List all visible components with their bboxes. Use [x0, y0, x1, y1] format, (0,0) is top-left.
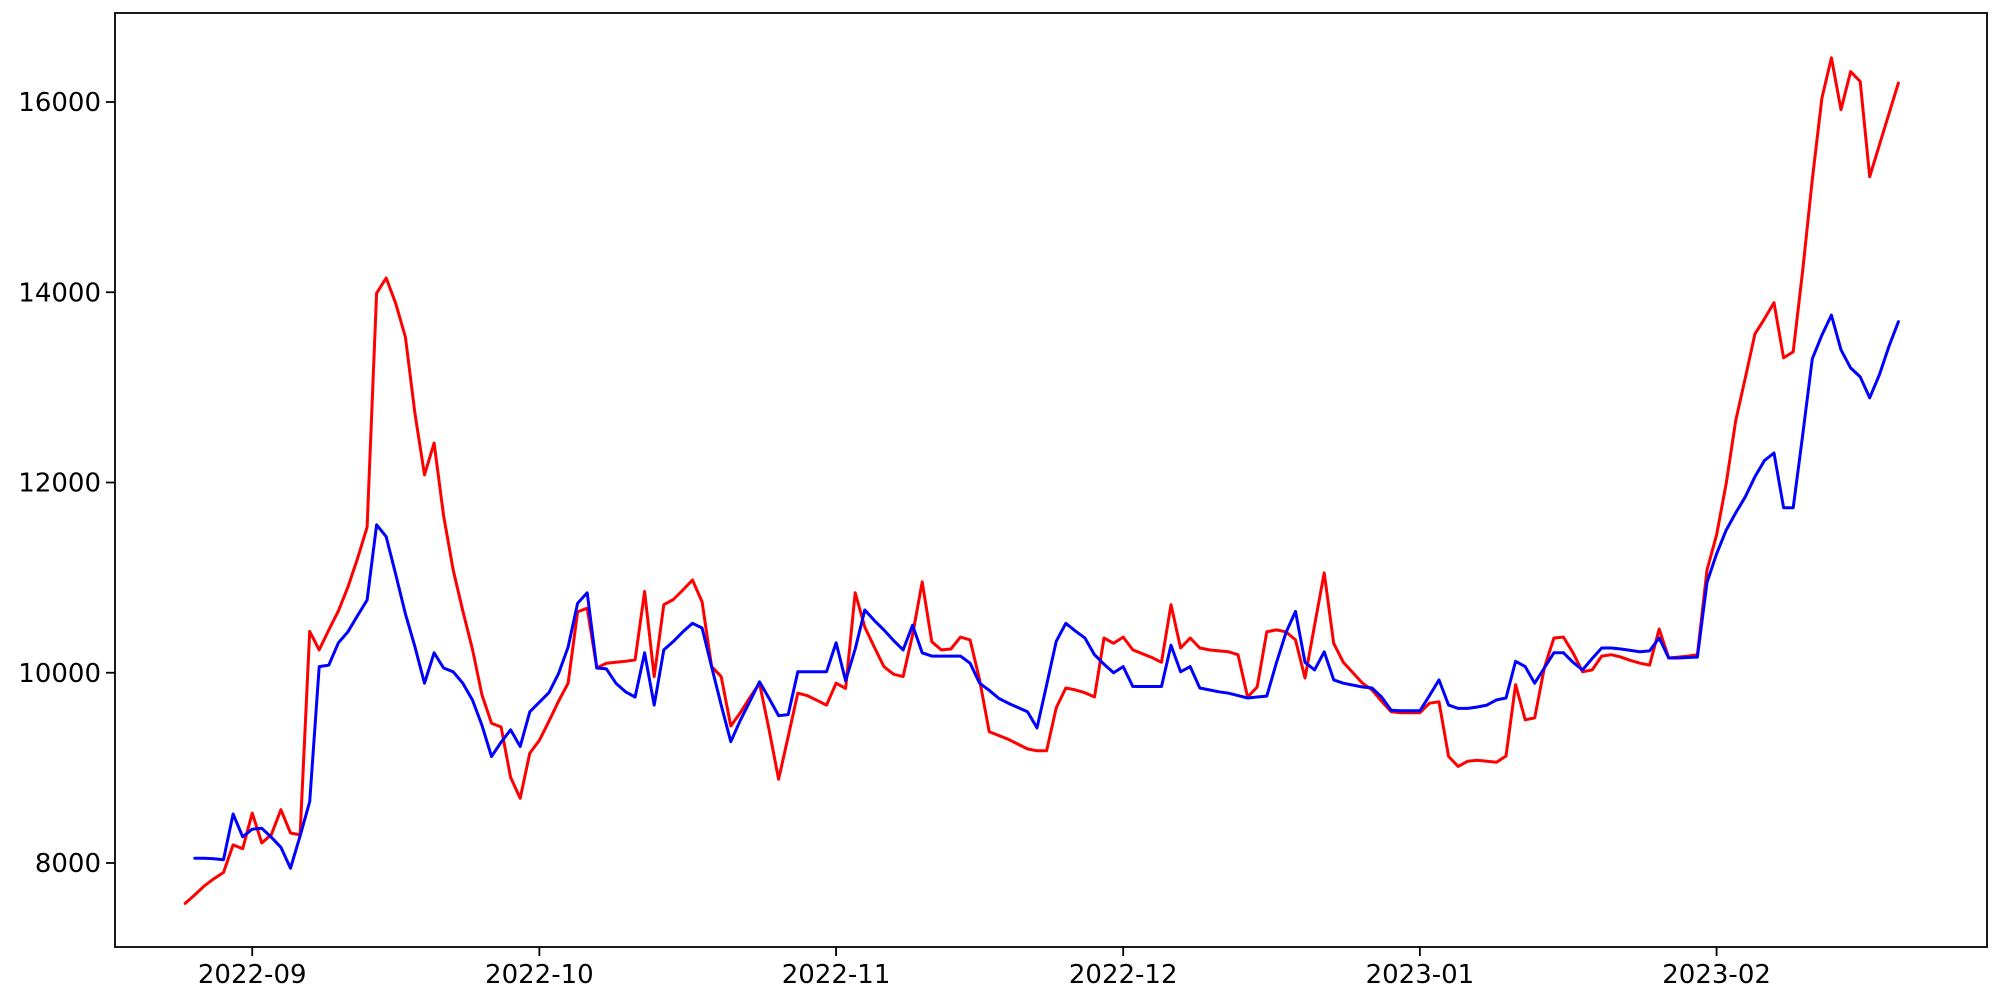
- y-tick-label: 14000: [18, 278, 101, 308]
- series-red-line: [183, 56, 1900, 905]
- x-tick-label: 2023-02: [1662, 960, 1771, 990]
- x-tick-label: 2023-01: [1366, 960, 1475, 990]
- plot-border: [114, 12, 1988, 948]
- y-tick-label: 10000: [18, 659, 101, 689]
- y-tick-label: 8000: [35, 849, 101, 879]
- x-tick-label: 2022-12: [1069, 960, 1178, 990]
- x-tick-label: 2022-09: [198, 960, 307, 990]
- x-tick-label: 2022-10: [485, 960, 594, 990]
- y-tick-label: 12000: [18, 469, 101, 499]
- y-tick-label: 16000: [18, 88, 101, 118]
- series-blue-line: [193, 313, 1900, 870]
- x-tick-label: 2022-11: [782, 960, 891, 990]
- plot-area: [115, 13, 1987, 947]
